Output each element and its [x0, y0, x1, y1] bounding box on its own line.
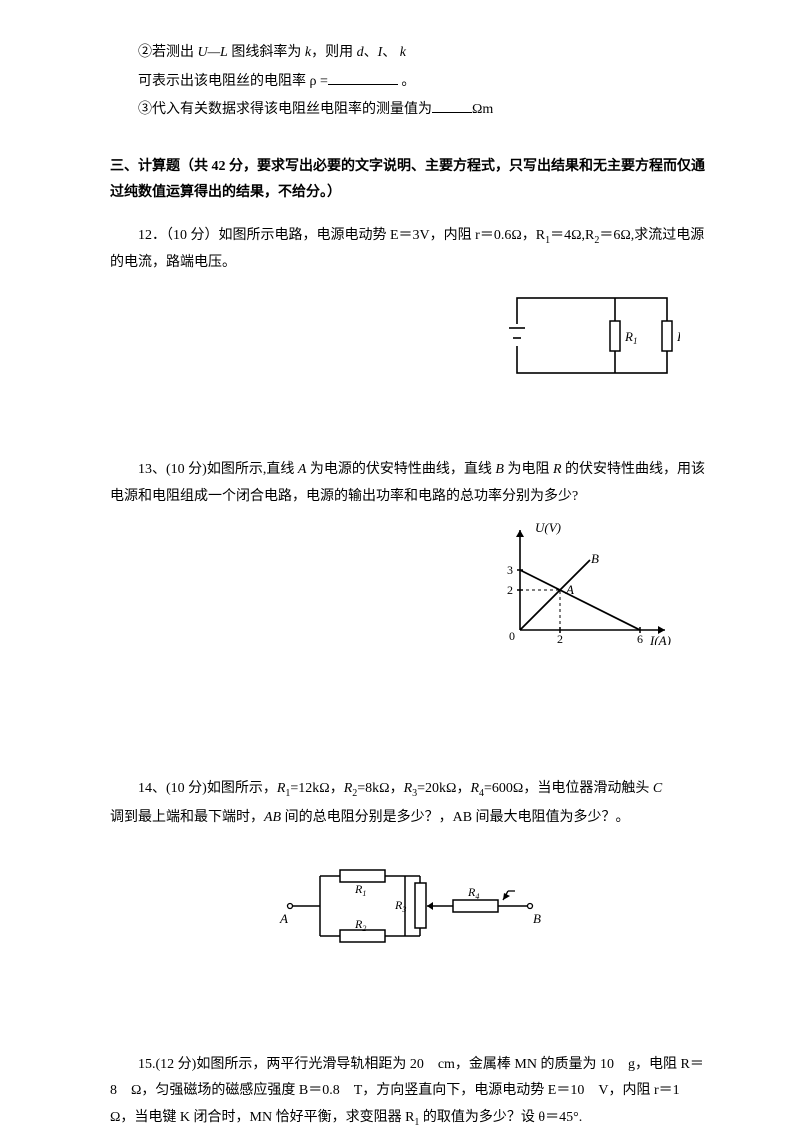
text: 15.(12 分)如图所示，两平行光滑导轨相距为 20 cm，金属棒 MN 的质… — [110, 1057, 704, 1125]
text: 调到最上端和最下端时， — [110, 810, 264, 825]
pre-line3: ③代入有关数据求得该电阻丝电阻率的测量值为 Ωm — [110, 97, 710, 124]
var: R — [470, 781, 479, 796]
q13-chart-svg: U(V) I(A) 3 2 2 6 0 A B — [490, 520, 680, 645]
blank — [432, 99, 472, 113]
svg-text:R4: R4 — [467, 885, 479, 901]
text: 为电源的伏安特性曲线，直线 — [306, 462, 495, 477]
text: =8kΩ， — [357, 781, 403, 796]
svg-text:B: B — [533, 911, 541, 926]
text: 可表示出该电阻丝的电阻率 ρ = — [138, 74, 328, 89]
q12-circuit-svg: R1 R2 — [505, 286, 680, 386]
var: R — [404, 781, 413, 796]
text: =20kΩ， — [417, 781, 470, 796]
svg-text:0: 0 — [509, 629, 515, 643]
text: Ωm — [472, 102, 493, 117]
var: B — [495, 462, 504, 477]
text: ③代入有关数据求得该电阻丝电阻率的测量值为 — [138, 102, 432, 117]
q14-text-2: 调到最上端和最下端时，AB 间的总电阻分别是多少？，AB 间最大电阻值为多少？。 — [110, 805, 710, 832]
text: ＝4Ω,R — [550, 228, 594, 243]
q14-figure: A B R1 R2 R3 R4 — [110, 851, 710, 962]
svg-text:6: 6 — [637, 632, 643, 645]
text: 为电阻 — [504, 462, 553, 477]
text: =600Ω，当电位器滑动触头 — [484, 781, 653, 796]
question-13: 13、(10 分)如图所示,直线 A 为电源的伏安特性曲线，直线 B 为电阻 R… — [110, 457, 710, 656]
text: 、 — [382, 45, 400, 60]
svg-text:A: A — [279, 911, 288, 926]
svg-text:A: A — [565, 582, 574, 597]
pre-questions: ②若测出 U—L 图线斜率为 k，则用 d、I、 k 可表示出该电阻丝的电阻率 … — [110, 40, 710, 124]
var: U—L — [198, 45, 228, 60]
svg-text:R1: R1 — [624, 329, 637, 346]
svg-text:3: 3 — [507, 563, 513, 577]
var: C — [653, 781, 662, 796]
text: 图线斜率为 — [228, 45, 305, 60]
pre-line2: 可表示出该电阻丝的电阻率 ρ = 。 — [110, 69, 710, 96]
text: 的取值为多少？设 θ＝45°. — [419, 1110, 582, 1125]
text: 12．（10 分）如图所示电路，电源电动势 E＝3V，内阻 r＝0.6Ω，R — [138, 228, 545, 243]
svg-text:U(V): U(V) — [535, 520, 561, 535]
svg-text:R2: R2 — [676, 329, 680, 346]
q12-text: 12．（10 分）如图所示电路，电源电动势 E＝3V，内阻 r＝0.6Ω，R1＝… — [110, 223, 710, 276]
q13-text: 13、(10 分)如图所示,直线 A 为电源的伏安特性曲线，直线 B 为电阻 R… — [110, 457, 710, 510]
q12-figure: R1 R2 — [110, 286, 710, 397]
var: R — [553, 462, 562, 477]
text: 。 — [398, 74, 416, 89]
var: AB — [264, 810, 281, 825]
q14-circuit-svg: A B R1 R2 R3 R4 — [275, 851, 545, 951]
svg-text:B: B — [591, 551, 599, 566]
question-14: 14、(10 分)如图所示，R1=12kΩ，R2=8kΩ，R3=20kΩ，R4=… — [110, 776, 710, 962]
text: 、 — [364, 45, 378, 60]
text: 间的总电阻分别是多少？，AB 间最大电阻值为多少？。 — [281, 810, 629, 825]
text: ，则用 — [311, 45, 357, 60]
svg-text:2: 2 — [557, 632, 563, 645]
question-15: 15.(12 分)如图所示，两平行光滑导轨相距为 20 cm，金属棒 MN 的质… — [110, 1052, 710, 1132]
text: 13、(10 分)如图所示,直线 — [138, 462, 298, 477]
blank — [328, 71, 398, 85]
q14-text: 14、(10 分)如图所示，R1=12kΩ，R2=8kΩ，R3=20kΩ，R4=… — [110, 776, 710, 803]
question-12: 12．（10 分）如图所示电路，电源电动势 E＝3V，内阻 r＝0.6Ω，R1＝… — [110, 223, 710, 397]
svg-text:R1: R1 — [354, 882, 366, 898]
var: k — [400, 45, 406, 60]
svg-text:2: 2 — [507, 583, 513, 597]
svg-text:R2: R2 — [354, 917, 366, 933]
text: 14、(10 分)如图所示， — [138, 781, 277, 796]
text: =12kΩ， — [290, 781, 343, 796]
q13-figure: U(V) I(A) 3 2 2 6 0 A B — [110, 520, 710, 656]
section-heading: 三、计算题（共 42 分，要求写出必要的文字说明、主要方程式，只写出结果和无主要… — [110, 154, 710, 207]
svg-text:I(A): I(A) — [649, 633, 671, 645]
var: d — [357, 45, 364, 60]
text: ②若测出 — [138, 45, 198, 60]
pre-line1: ②若测出 U—L 图线斜率为 k，则用 d、I、 k — [110, 40, 710, 67]
q15-text: 15.(12 分)如图所示，两平行光滑导轨相距为 20 cm，金属棒 MN 的质… — [110, 1052, 710, 1132]
var: R — [344, 781, 353, 796]
